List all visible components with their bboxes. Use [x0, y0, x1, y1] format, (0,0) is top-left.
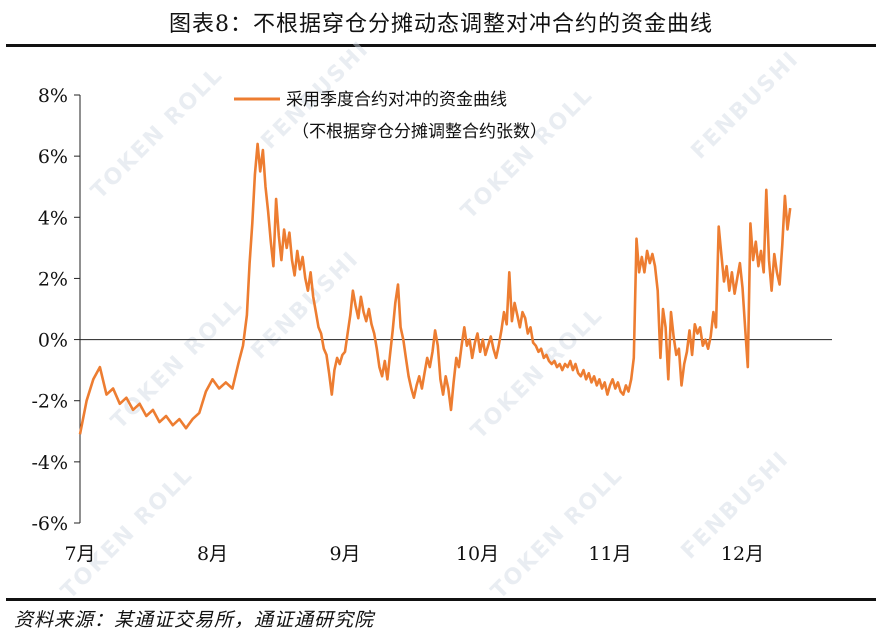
axis-layer: -6% -4% -2% 0% 2% 4% 6% 8% 7月 8月 9月 10月 11月 12月	[31, 85, 832, 565]
x-tick-label: 7月	[64, 543, 95, 565]
legend-label-line2: （不根据穿仓分摊调整合约张数）	[292, 122, 547, 142]
series-layer	[78, 142, 792, 435]
y-tick-label: 2%	[38, 268, 68, 290]
watermark-text: TOKEN ROLL	[57, 462, 199, 604]
watermark-text: TOKEN ROLL	[87, 62, 229, 204]
y-tick-label: 6%	[38, 146, 68, 168]
y-tick-label: -4%	[31, 452, 68, 474]
watermark-text: FENBUSHI	[687, 46, 805, 164]
source-note: 资料来源：某通证交易所，通证通研究院	[14, 609, 375, 631]
chart-title: 图表8：不根据穿仓分摊动态调整对冲合约的资金曲线	[169, 12, 713, 37]
x-tick-label: 10月	[456, 543, 499, 565]
y-tick-label: 0%	[38, 330, 68, 352]
source-rule	[6, 598, 876, 601]
legend: 采用季度合约对冲的资金曲线 （不根据穿仓分摊调整合约张数）	[234, 90, 547, 142]
x-tick-label: 9月	[329, 543, 360, 565]
watermark-text: TOKEN ROLL	[467, 302, 609, 444]
y-tick-label: -6%	[31, 513, 68, 535]
x-tick-label: 11月	[588, 543, 631, 565]
title-rule	[6, 44, 876, 47]
legend-label-line1: 采用季度合约对冲的资金曲线	[286, 90, 507, 110]
y-tick-label: 8%	[38, 85, 68, 107]
x-tick-label: 8月	[197, 543, 228, 565]
watermark-text: TOKEN ROLL	[107, 292, 249, 434]
watermark-text: TOKEN ROLL	[487, 462, 629, 604]
x-tick-label: 12月	[721, 543, 764, 565]
series-line	[78, 142, 792, 435]
y-tick-label: 4%	[38, 207, 68, 229]
y-tick-label: -2%	[31, 391, 68, 413]
